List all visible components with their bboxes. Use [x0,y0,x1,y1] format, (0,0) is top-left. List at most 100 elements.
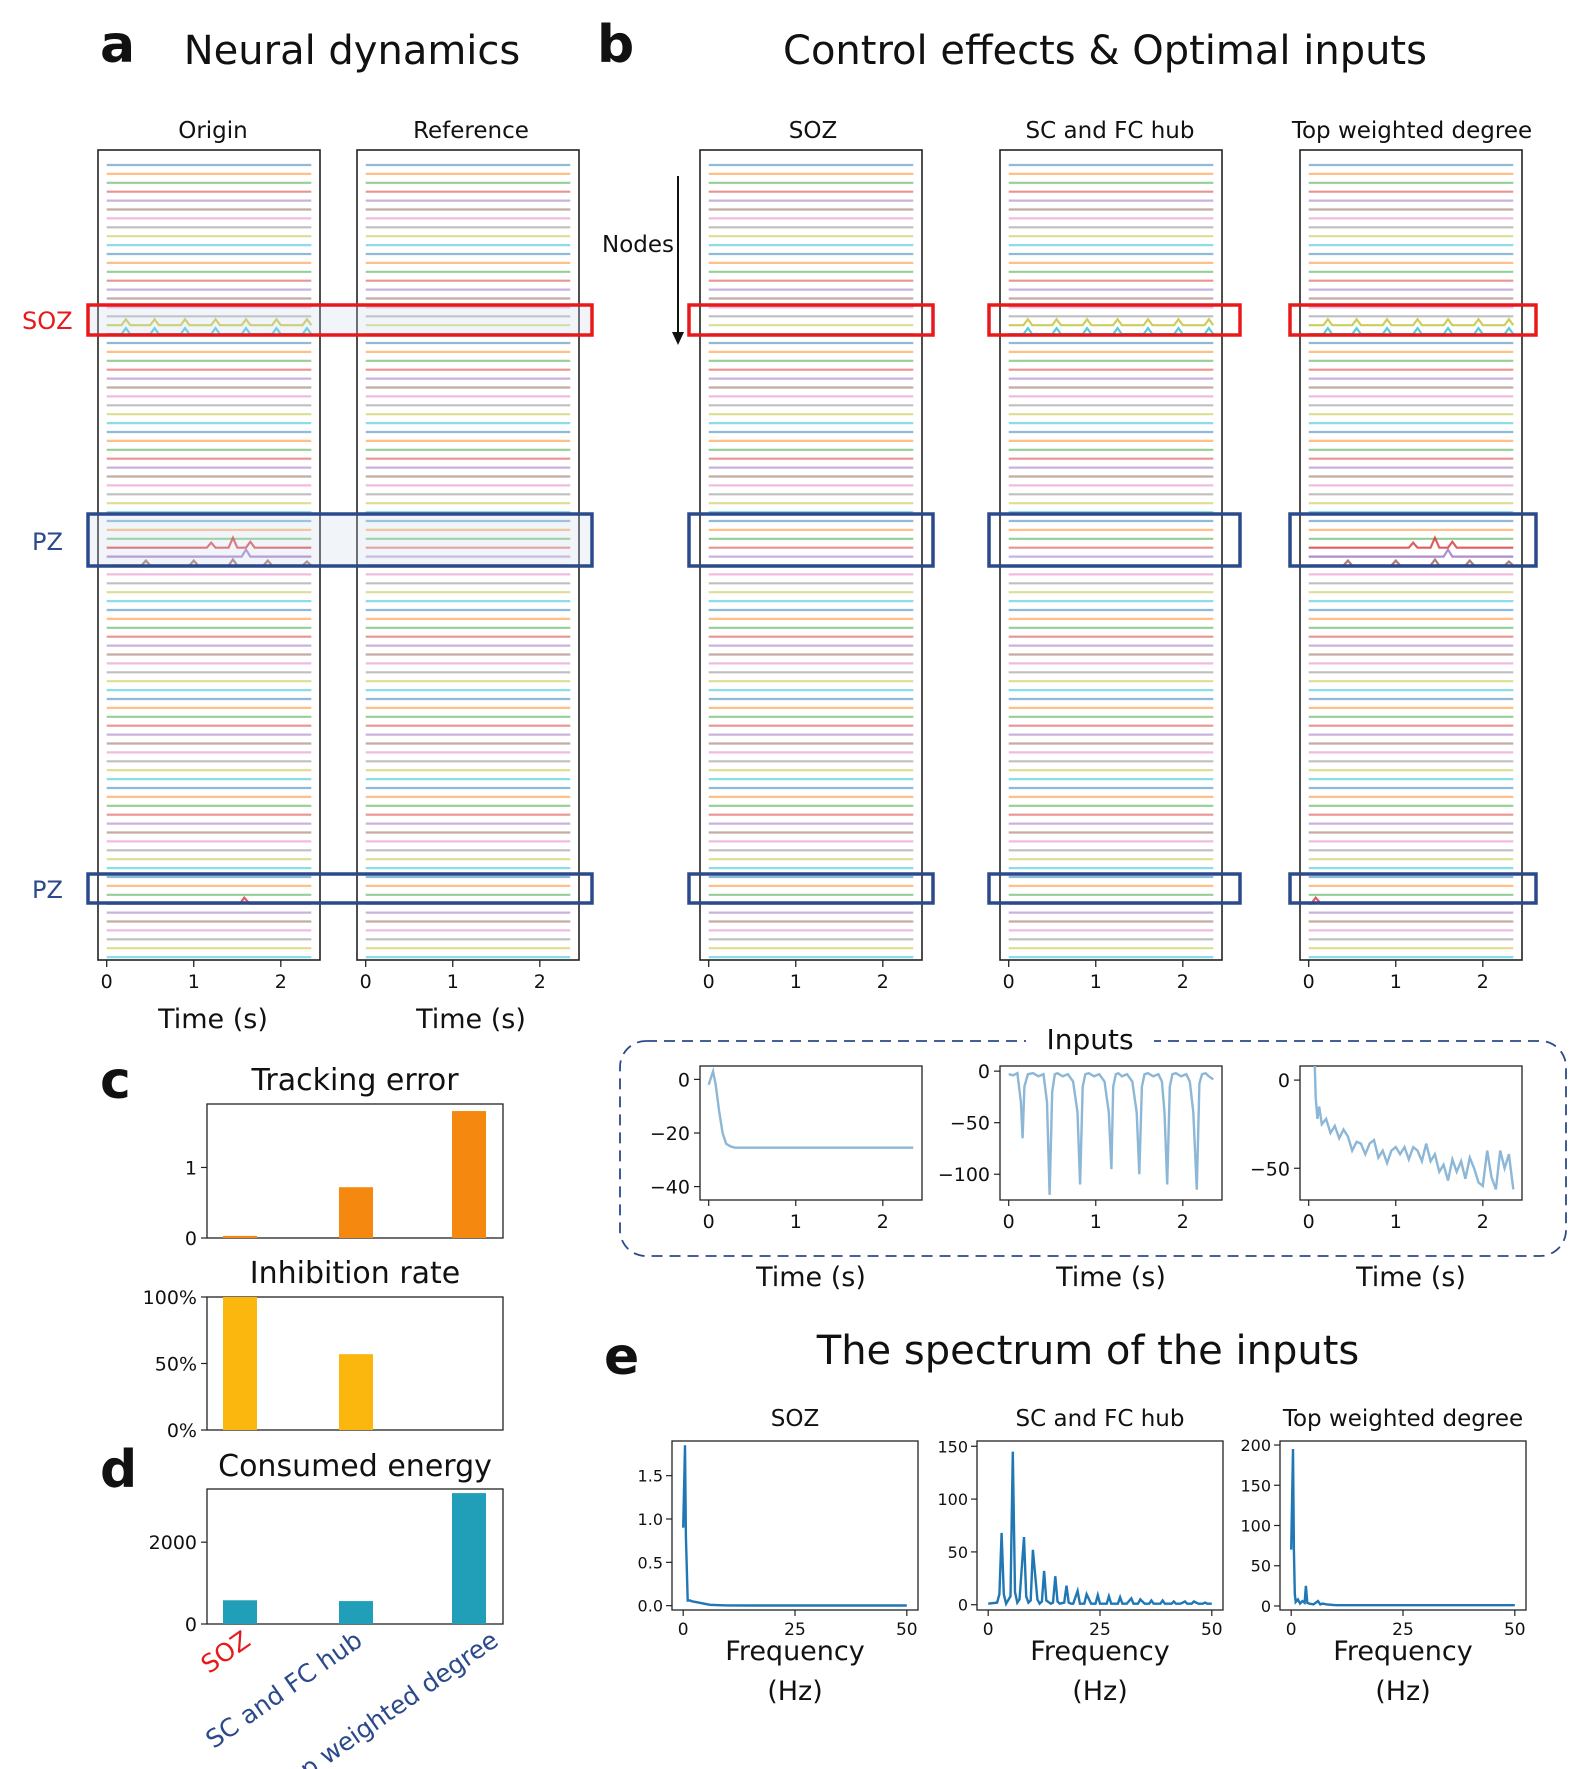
trace-4-18 [1308,317,1515,327]
spectrum-ytick-label-1-0: 0 [958,1596,968,1615]
inputs-xtick-label-0-2: 2 [877,1211,889,1233]
dynamics-xtick-label-3-0: 0 [1003,971,1015,993]
spectrum-ytick-label-0-3: 1.5 [638,1467,663,1486]
inputs-ytick-label-0-1: −20 [650,1123,690,1145]
soz-box-0 [86,303,594,337]
inputs-axes-0 [699,1065,923,1201]
spectrum-xlabel-2: Frequency [1333,1636,1473,1667]
dynamics-xlabel-0: Time (s) [157,1004,268,1035]
dynamics-xtick-label-3-2: 2 [1177,971,1189,993]
dynamics-axes-0 [97,149,321,961]
spectrum-line-1 [988,1451,1212,1607]
dynamics-axes-1 [356,149,580,961]
dynamics-panel-4: Top weighted degree 0 1 2 [1291,118,1532,993]
nodes-annotation: Nodes [602,232,674,258]
spectrum-chart-0: SOZ 0.0 0.5 1.0 1.5 0 25 50 Frequency (Hz) [638,1406,919,1707]
inputs-ytick-label-0-2: −40 [650,1177,690,1199]
category-label-2: Top weighted degree [272,1625,503,1769]
tracking_error-ytick-label-1: 1 [185,1157,197,1179]
inputs-ytick-label-2-0: 0 [1278,1070,1290,1092]
trace-0-44 [106,547,312,558]
spectrum-line-0 [682,1445,907,1607]
soz-box-2 [987,303,1242,337]
dynamics-title-4: Top weighted degree [1291,118,1532,144]
spectrum-ytick-label-0-0: 0.0 [638,1597,663,1616]
dynamics-xtick-label-2-2: 2 [877,971,889,993]
spectrum-xlabel-unit-1: (Hz) [1072,1676,1128,1707]
pz2-box-1 [687,872,935,905]
inhibition_rate-chart: Inhibition rate 0% 50% 100% [143,1256,504,1442]
spectrum-ytick-label-1-1: 50 [948,1543,968,1562]
tracking_error-ytick-label-0: 0 [185,1228,197,1250]
spectrum-xlabel-unit-2: (Hz) [1375,1676,1431,1707]
soz-annotation: SOZ [22,307,73,335]
dynamics-xtick-label-3-1: 1 [1090,971,1102,993]
pz-annotation-1: PZ [32,528,63,556]
pz-box-3 [1288,512,1538,568]
dynamics-xtick-label-0-1: 1 [188,971,200,993]
panel-b-title: Control effects & Optimal inputs [783,28,1427,74]
dynamics-title-0: Origin [178,118,248,144]
spectrum-xtick-label-0-2: 50 [896,1620,918,1640]
spectrum-xtick-label-0-0: 0 [678,1620,689,1640]
trace-3-19 [1008,326,1215,336]
pz-box-2 [987,512,1242,568]
pz-annotation-2: PZ [32,876,63,904]
spectrum-line-2 [1290,1448,1515,1607]
consumed_energy-title: Consumed energy [218,1449,492,1484]
panel-a-title: Neural dynamics [184,28,521,74]
pz-box-1 [687,512,935,568]
spectrum-xtick-label-2-0: 0 [1286,1620,1297,1640]
inhibition_rate-bar-1 [339,1354,373,1430]
inputs-xlabel-1: Time (s) [1055,1262,1166,1293]
trace-4-19 [1308,326,1515,336]
dynamics-title-2: SOZ [789,118,837,144]
dynamics-xtick-label-1-2: 2 [534,971,546,993]
inputs-xtick-label-2-2: 2 [1477,1211,1489,1233]
inputs-xlabel-0: Time (s) [755,1262,866,1293]
dynamics-xlabel-1: Time (s) [415,1004,526,1035]
dynamics-panel-0: Origin 0 1 2 Time (s) [97,118,321,1035]
consumed_energy-ytick-label-0: 0 [185,1614,197,1636]
spectrum-ytick-label-2-3: 150 [1240,1476,1271,1495]
inputs-ytick-label-2-1: −50 [1250,1158,1290,1180]
soz-box-1 [687,303,935,337]
inputs-xtick-label-0-1: 1 [790,1211,802,1233]
dynamics-axes-2 [699,149,923,961]
spectrum-title-0: SOZ [771,1406,819,1432]
pz2-box-2 [987,872,1242,905]
spectrum-ytick-label-0-1: 0.5 [638,1553,663,1572]
spectrum-xtick-label-1-1: 25 [1089,1620,1111,1640]
inputs-ytick-label-1-2: −100 [938,1164,990,1186]
dynamics-xtick-label-2-1: 1 [790,971,802,993]
inputs-xtick-label-1-1: 1 [1090,1211,1102,1233]
dynamics-xtick-label-2-0: 0 [703,971,715,993]
inputs-chart-0: 0 −20 −40 0 1 2 Time (s) [650,1065,923,1293]
spectrum-xtick-label-1-2: 50 [1201,1620,1223,1640]
nodes-arrow [672,176,684,345]
spectrum-ytick-label-2-1: 50 [1251,1557,1271,1576]
trace-0-18 [106,317,313,327]
soz-box-3 [1288,303,1538,337]
inputs-axes-1 [999,1065,1223,1201]
inputs-line-1 [1008,1071,1214,1195]
tracking_error-bar-2 [452,1111,486,1238]
inhibition_rate-title: Inhibition rate [250,1256,461,1291]
consumed_energy-bar-2 [452,1493,486,1624]
spectrum-chart-2: Top weighted degree 0 50 100 150 200 0 25 50 Freq… [1240,1406,1527,1707]
inputs-xlabel-2: Time (s) [1355,1262,1466,1293]
spectrum-xtick-label-0-1: 25 [784,1620,806,1640]
inputs-title-background [1026,1020,1154,1062]
dynamics-title-1: Reference [413,118,529,144]
inhibition_rate-ytick-label-0: 0% [167,1420,197,1442]
consumed_energy-bar-0 [223,1600,257,1624]
inputs-xtick-label-1-2: 2 [1177,1211,1189,1233]
panel-e-title: The spectrum of the inputs [816,1328,1359,1374]
inputs-ytick-label-1-1: −50 [950,1113,990,1135]
panel-a-letter: a [100,15,135,75]
dynamics-xtick-label-1-0: 0 [360,971,372,993]
inputs-title: Inputs [1046,1023,1133,1056]
trace-4-44 [1308,547,1514,558]
inputs-axes-2 [1299,1065,1523,1201]
